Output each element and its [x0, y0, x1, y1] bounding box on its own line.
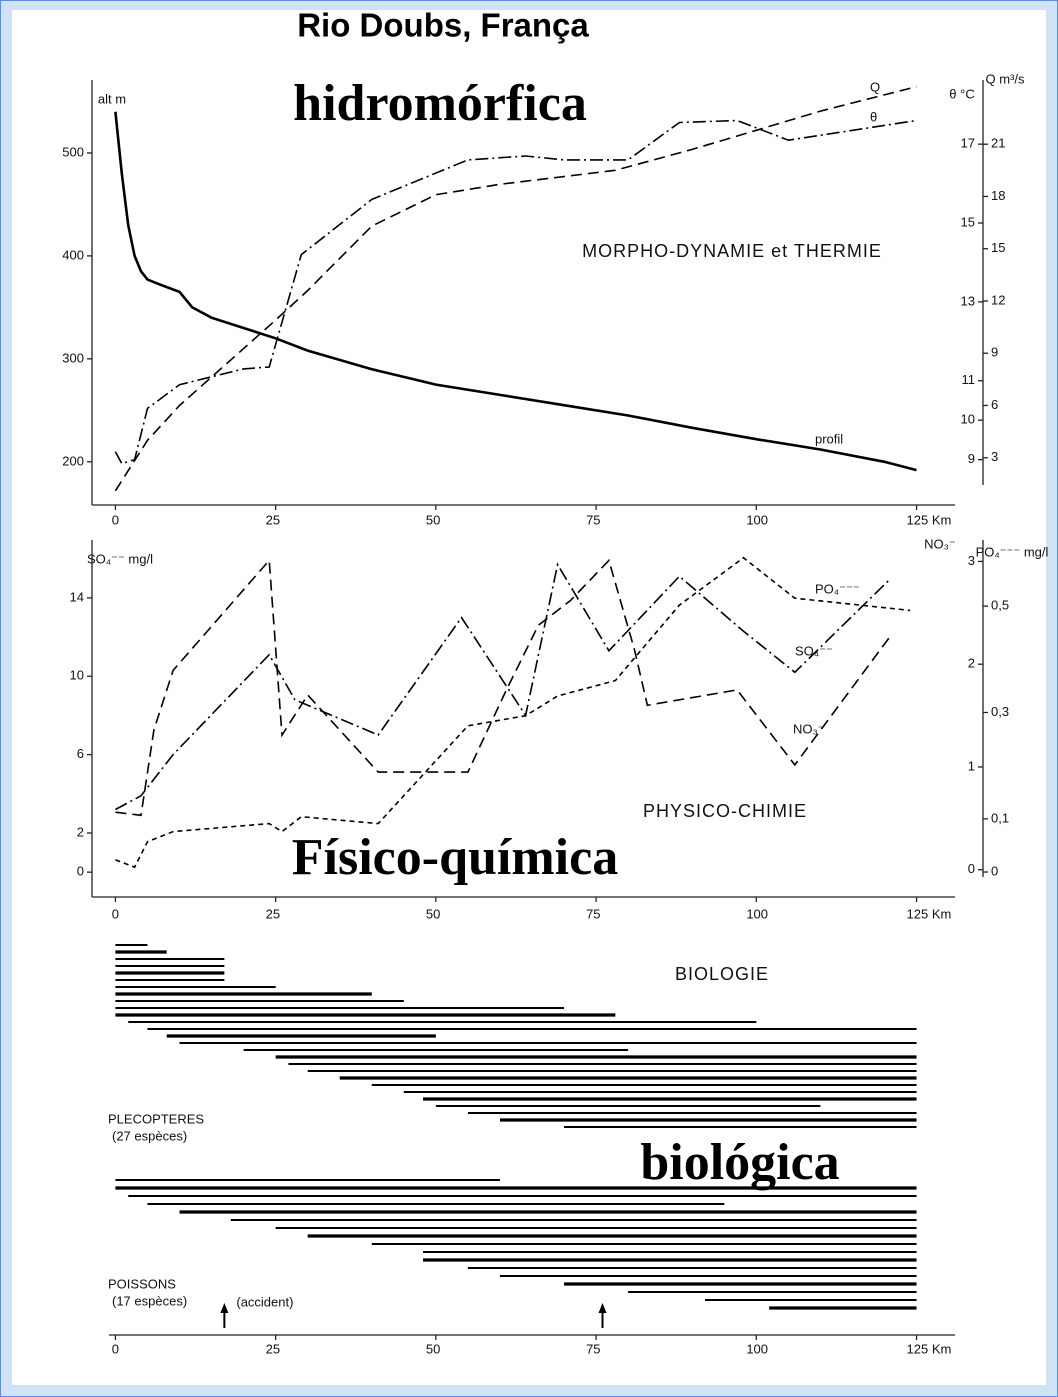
- x-tick-label: 25: [266, 906, 280, 921]
- y-tick-label: 2: [77, 824, 84, 839]
- y-tick-label: 12: [991, 292, 1005, 307]
- x-tick-label: 75: [586, 1341, 600, 1356]
- group-subtitle: (27 espèces): [112, 1128, 187, 1143]
- arrow-label: (accident): [236, 1294, 293, 1309]
- arrow-head: [598, 1303, 607, 1313]
- y-tick-label: 13: [961, 293, 975, 308]
- x-tick-label: 100: [746, 512, 768, 527]
- group-subtitle: (17 espèces): [112, 1293, 187, 1308]
- data-line: [115, 558, 892, 817]
- y-tick-label: 18: [991, 188, 1005, 203]
- overlay-caption: Físico-química: [292, 829, 618, 886]
- axis-label: Q m³/s: [986, 71, 1025, 86]
- x-tick-label: 125 Km: [907, 1341, 952, 1356]
- y-tick-label: 21: [991, 136, 1005, 151]
- axis-label: NO₃⁻: [924, 536, 956, 551]
- y-tick-label: 0: [77, 864, 84, 879]
- series-label: profil: [815, 431, 843, 446]
- x-tick-label: 25: [266, 1341, 280, 1356]
- y-tick-label: 9: [991, 345, 998, 360]
- x-tick-label: 50: [426, 1341, 440, 1356]
- y-tick-label: 300: [62, 350, 84, 365]
- axis-label: PO₄⁻⁻⁻ mg/l: [976, 544, 1049, 559]
- arrow: [598, 1303, 607, 1328]
- slide-title: Rio Doubs, França: [297, 7, 589, 44]
- y-tick-label: 3: [991, 449, 998, 464]
- x-tick-label: 25: [266, 512, 280, 527]
- data-line: [114, 119, 917, 465]
- x-tick-label: 75: [586, 512, 600, 527]
- series-label: NO₃⁻: [793, 721, 825, 736]
- y-tick-label: 6: [991, 397, 998, 412]
- y-tick-label: 0,3: [991, 704, 1009, 719]
- data-line: [115, 562, 892, 811]
- x-tick-label: 0: [112, 1341, 119, 1356]
- x-tick-label: 125 Km: [907, 906, 952, 921]
- group-label: POISSONS: [108, 1276, 176, 1291]
- arrow: [220, 1303, 229, 1328]
- series-label: Q: [870, 79, 880, 94]
- axis-label: alt m: [98, 91, 126, 106]
- y-tick-label: 200: [62, 453, 84, 468]
- chart-label: BIOLOGIE: [675, 964, 769, 984]
- y-tick-label: 0,1: [991, 810, 1009, 825]
- y-tick-label: 10: [961, 412, 975, 427]
- y-tick-label: 0: [968, 861, 975, 876]
- y-tick-label: 3: [968, 553, 975, 568]
- x-tick-label: 0: [112, 906, 119, 921]
- axis-label: θ °C: [949, 86, 974, 101]
- figure-background: [12, 10, 1046, 1385]
- chart-label: PHYSICO-CHIMIE: [643, 801, 807, 821]
- y-tick-label: 11: [962, 372, 976, 387]
- y-tick-label: 17: [961, 136, 975, 151]
- y-tick-label: 0,5: [991, 598, 1009, 613]
- y-tick-label: 6: [77, 746, 84, 761]
- y-tick-label: 500: [62, 144, 84, 159]
- y-tick-label: 1: [968, 758, 975, 773]
- group-label: PLECOPTERES: [108, 1111, 204, 1126]
- x-tick-label: 50: [426, 906, 440, 921]
- y-tick-label: 15: [991, 240, 1005, 255]
- data-line: [114, 111, 917, 472]
- y-tick-label: 2: [968, 656, 975, 671]
- overlay-caption: biológica: [640, 1134, 839, 1191]
- x-tick-label: 100: [746, 906, 768, 921]
- axis-label: SO₄⁻⁻ mg/l: [87, 551, 153, 566]
- series-label: θ: [870, 109, 877, 124]
- series-label: PO₄⁻⁻⁻: [815, 581, 860, 596]
- y-tick-label: 10: [70, 668, 84, 683]
- y-tick-label: 9: [968, 451, 975, 466]
- series-label: SO₄⁻⁻: [795, 643, 833, 658]
- y-tick-label: 15: [961, 214, 975, 229]
- x-tick-label: 0: [112, 512, 119, 527]
- y-tick-label: 14: [70, 589, 84, 604]
- chart-label: MORPHO-DYNAMIE et THERMIE: [582, 241, 882, 261]
- x-tick-label: 125 Km: [907, 512, 952, 527]
- x-tick-label: 100: [746, 1341, 768, 1356]
- data-line: [114, 85, 917, 492]
- y-tick-label: 0: [991, 863, 998, 878]
- x-tick-label: 50: [426, 512, 440, 527]
- y-tick-label: 400: [62, 247, 84, 262]
- x-tick-label: 75: [586, 906, 600, 921]
- overlay-caption: hidromórfica: [293, 75, 587, 132]
- arrow-head: [220, 1303, 229, 1313]
